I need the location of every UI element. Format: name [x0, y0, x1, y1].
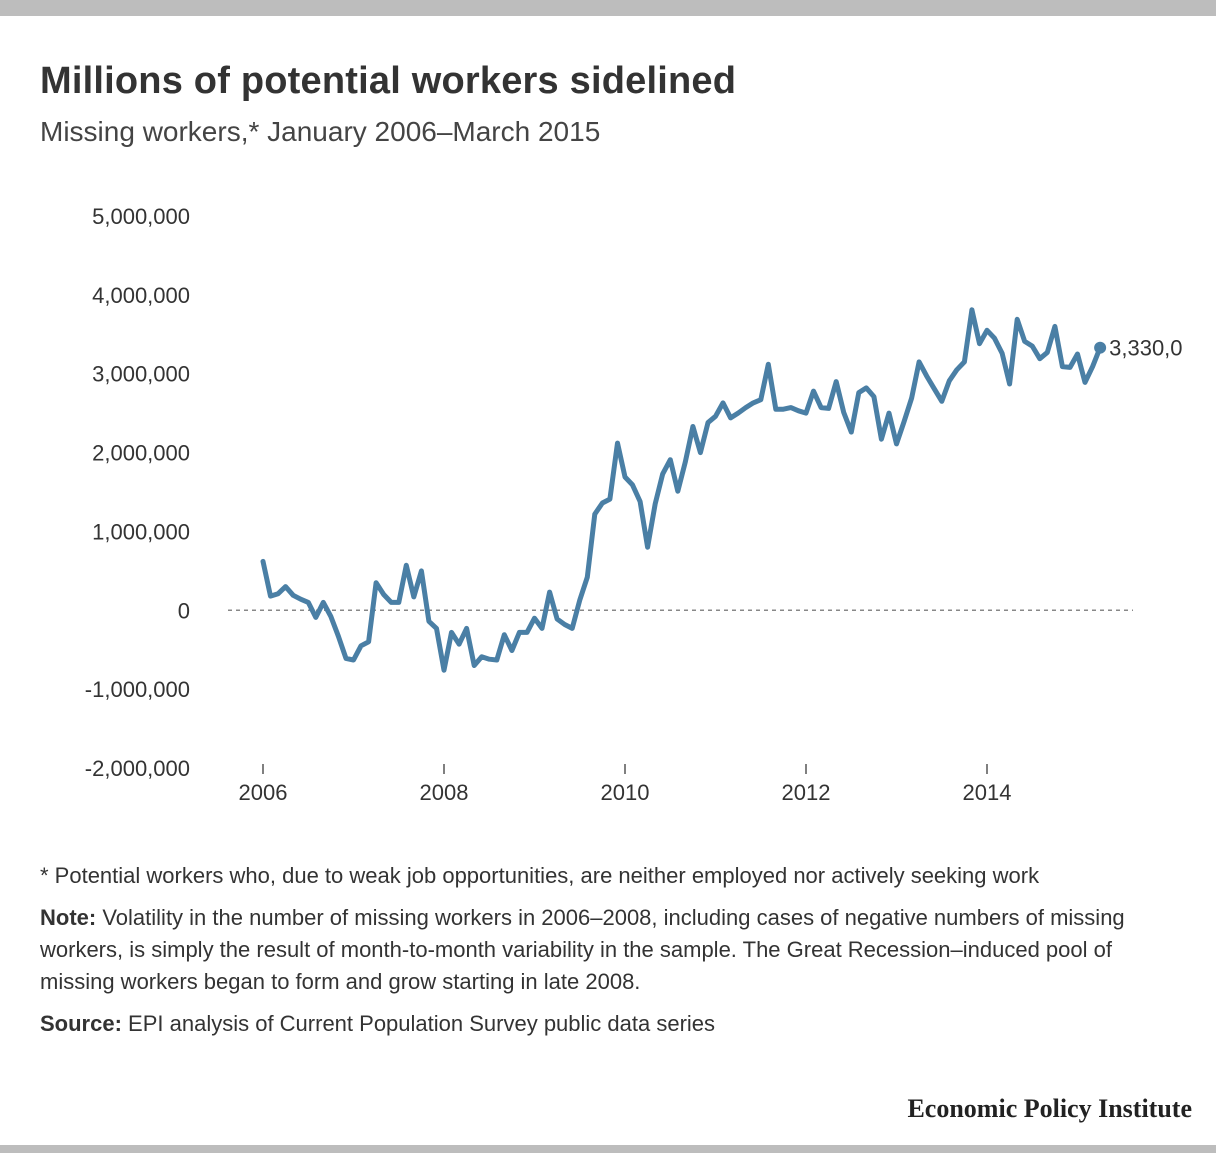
y-tick-label: 5,000,000 — [92, 204, 190, 229]
end-value-label: 3,330,0 — [1109, 336, 1182, 361]
brand-logo: Economic Policy Institute — [907, 1094, 1192, 1123]
bottom-frame-bar — [0, 1145, 1216, 1153]
y-tick-label: -1,000,000 — [85, 677, 190, 702]
y-axis: 5,000,000 4,000,000 3,000,000 2,000,000 1,00… — [85, 204, 190, 781]
source-label: Source: — [40, 1011, 122, 1036]
x-tick-label: 2012 — [782, 780, 831, 805]
x-tick-label: 2010 — [601, 780, 650, 805]
top-frame-bar — [0, 0, 1216, 16]
x-tick-label: 2014 — [963, 780, 1012, 805]
y-tick-label: 1,000,000 — [92, 519, 190, 544]
y-tick-label: 4,000,000 — [92, 283, 190, 308]
series-line — [260, 307, 1103, 673]
footnote: * Potential workers who, due to weak job… — [40, 863, 1040, 888]
x-tick-label: 2008 — [420, 780, 469, 805]
line-chart: 5,000,000 4,000,000 3,000,000 2,000,000 1,00… — [85, 204, 1183, 805]
y-tick-label: -2,000,000 — [85, 756, 190, 781]
y-tick-label: 3,000,000 — [92, 362, 190, 387]
source-paragraph: Source: EPI analysis of Current Populati… — [40, 1008, 1180, 1040]
note-label: Note: — [40, 905, 97, 930]
chart-title: Millions of potential workers sidelined — [40, 60, 737, 102]
series-layer: 3,330,0 — [260, 307, 1183, 673]
note-paragraph: Note: Volatility in the number of missin… — [40, 902, 1180, 998]
chart-subtitle: Missing workers,* January 2006–March 201… — [40, 116, 601, 147]
chart-notes: * Potential workers who, due to weak job… — [40, 860, 1180, 1050]
source-text: EPI analysis of Current Population Surve… — [128, 1011, 716, 1036]
y-tick-label: 2,000,000 — [92, 441, 190, 466]
x-axis: 2006 2008 2010 2012 2014 — [239, 764, 1012, 805]
x-tick-label: 2006 — [239, 780, 288, 805]
note-text: Volatility in the number of missing work… — [40, 905, 1125, 994]
series-end-point — [1094, 341, 1107, 354]
y-tick-label: 0 — [178, 598, 190, 623]
